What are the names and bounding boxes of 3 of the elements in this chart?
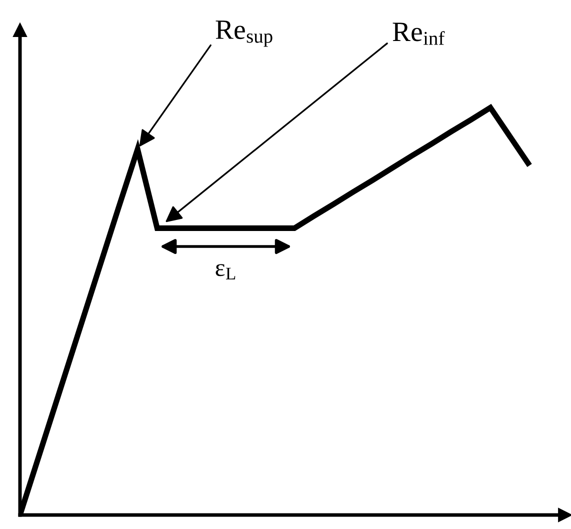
text: Re$_{inf}$ [392,22,445,45]
text: Re$_{sup}$ [216,20,272,47]
annotation: ε$_{L}$ [216,264,236,280]
